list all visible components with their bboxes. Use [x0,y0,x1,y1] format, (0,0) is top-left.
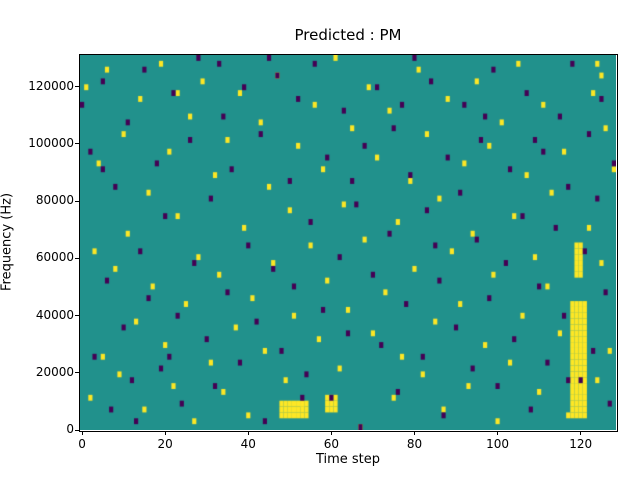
x-tick-label: 80 [406,437,423,451]
x-tick-label: 0 [78,437,86,451]
y-tick-label: 80000 [35,193,74,208]
x-tick-label: 120 [569,437,593,451]
x-tick-label: 60 [323,437,340,451]
x-tick-mark [81,431,83,435]
x-tick-label: 40 [240,437,256,451]
y-tick-mark [75,86,79,88]
y-axis-label: Frequency (Hz) [0,192,15,292]
x-tick-mark [497,431,499,435]
plot-frame [79,54,618,432]
y-tick-label: 60000 [35,250,74,265]
x-tick-label: 20 [157,437,173,451]
x-tick-mark [247,431,249,435]
y-tick-mark [75,200,79,202]
y-tick-mark [75,429,79,431]
y-tick-mark [75,257,79,259]
y-tick-label: 20000 [35,364,74,379]
x-tick-mark [164,431,166,435]
y-tick-label: 100000 [28,135,74,150]
heatmap-canvas [80,55,616,430]
y-tick-mark [75,372,79,374]
x-tick-label: 100 [486,437,510,451]
x-tick-mark [330,431,332,435]
y-tick-label: 120000 [28,78,74,93]
y-tick-mark [75,315,79,317]
x-tick-mark [413,431,415,435]
y-tick-label: 40000 [35,307,74,322]
x-tick-mark [580,431,582,435]
chart-title: Predicted : PM [294,26,402,44]
y-tick-label: 0 [66,422,74,436]
y-tick-mark [75,143,79,145]
x-axis-label: Time step [315,452,381,467]
